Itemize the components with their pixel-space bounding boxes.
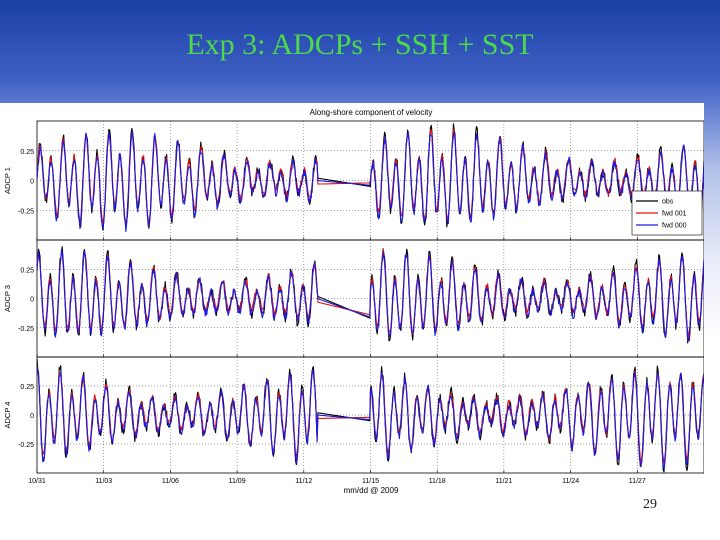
y-tick-label: 0.25 xyxy=(20,384,34,391)
y-axis-label: ADCP 1 xyxy=(3,167,12,194)
velocity-chart: Along-shore component of velocity mm/dd … xyxy=(3,108,704,495)
y-tick-label: 0.25 xyxy=(20,267,34,274)
x-tick-label: 11/21 xyxy=(495,478,512,485)
x-axis-label: mm/dd @ 2009 xyxy=(344,486,399,495)
chart-title: Along-shore component of velocity xyxy=(310,108,433,117)
y-tick-label: 0.25 xyxy=(20,149,34,156)
x-tick-label: 10/31 xyxy=(28,478,46,485)
series-fwd-000 xyxy=(36,249,704,342)
x-tick-label: 11/15 xyxy=(362,478,379,485)
slide-title: Exp 3: ADCPs + SSH + SST xyxy=(186,28,534,61)
page-number: 29 xyxy=(643,497,657,512)
panel-adcp-2: 0.25 0 -0.25 ADCP 3 xyxy=(3,239,704,358)
panel-adcp-3: 0.25 0 -0.25 ADCP 4 xyxy=(3,356,704,474)
series-fwd-000 xyxy=(36,367,704,470)
legend-entry: fwd 000 xyxy=(662,223,687,230)
x-tick-label: 11/24 xyxy=(562,478,579,485)
y-tick-label: -0.25 xyxy=(18,326,34,333)
y-tick-label: 0 xyxy=(30,413,34,420)
x-tick-label: 11/03 xyxy=(95,478,112,485)
series-fwd-000 xyxy=(36,130,704,233)
legend-entry: obs xyxy=(662,199,674,206)
y-tick-label: -0.25 xyxy=(18,442,34,449)
x-tick-label: 11/12 xyxy=(295,478,312,485)
panel-adcp-1: 0.25 0 -0.25 ADCP 1 xyxy=(3,120,704,241)
x-tick-label: 11/27 xyxy=(629,478,646,485)
x-tick-label: 11/06 xyxy=(162,478,179,485)
y-axis-label: ADCP 4 xyxy=(3,402,12,429)
x-tick-label: 11/18 xyxy=(429,478,446,485)
y-tick-label: 0 xyxy=(30,179,34,186)
x-tick-label: 11/09 xyxy=(229,478,246,485)
y-tick-label: -0.25 xyxy=(18,208,34,215)
chart-figure: Along-shore component of velocity mm/dd … xyxy=(0,103,704,495)
legend-entry: fwd 001 xyxy=(662,211,687,218)
y-tick-label: 0 xyxy=(30,297,34,304)
y-axis-label: ADCP 3 xyxy=(3,285,12,312)
